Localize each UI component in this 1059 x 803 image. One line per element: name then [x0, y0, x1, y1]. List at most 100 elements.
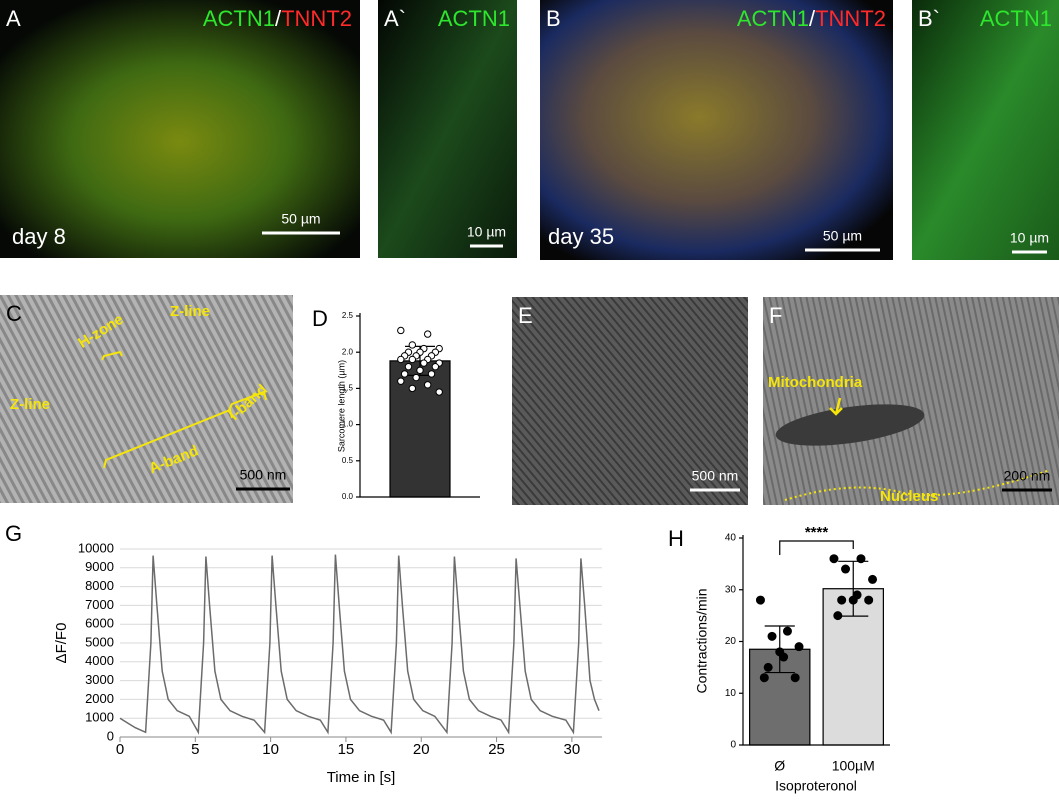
x-tick-label: Ø — [774, 758, 785, 774]
y-tick-label: 4000 — [85, 653, 114, 668]
band-brackets — [101, 350, 267, 469]
stain-name: ACTN1 — [438, 6, 510, 31]
scale-label: 500 nm — [692, 468, 739, 484]
y-tick-label: 20 — [725, 636, 737, 647]
x-tick-label: 10 — [262, 741, 279, 758]
micrograph-a-prime — [378, 0, 517, 258]
x-tick-label: 15 — [338, 741, 355, 758]
scale-label: 50 µm — [823, 228, 862, 244]
data-point — [856, 554, 866, 564]
y-tick-label: 5000 — [85, 634, 114, 649]
data-point — [837, 595, 847, 605]
data-point — [763, 662, 773, 672]
data-point — [782, 626, 792, 636]
data-point — [427, 370, 436, 378]
scale-label: 50 µm — [281, 211, 320, 227]
x-axis-label: Time in [s] — [327, 769, 396, 786]
data-point — [404, 362, 413, 371]
y-tick-label: 10000 — [78, 540, 114, 555]
stain-label: ACTN1 — [438, 6, 510, 31]
axes — [742, 535, 890, 746]
trace — [119, 554, 600, 735]
annotation: Mitochondria — [768, 374, 863, 391]
data-point — [397, 355, 405, 364]
micrograph-b — [540, 0, 893, 260]
scale-label: 500 nm — [240, 467, 287, 483]
x-tick-label: 25 — [488, 741, 505, 758]
data-point — [420, 359, 428, 367]
data-point — [868, 574, 878, 584]
panel-label: B — [546, 6, 561, 31]
x-axis-label: Isoproteronol — [775, 778, 857, 794]
annotation: Nucleus — [880, 488, 938, 505]
data-point — [790, 673, 800, 683]
x-tick-label: 100µM — [832, 758, 875, 774]
scale-label: 200 nm — [1004, 468, 1051, 484]
stain-name: ACTN1 — [737, 6, 809, 31]
stain-name: ACTN1 — [980, 6, 1052, 31]
data-point — [864, 595, 874, 605]
annotation: Z-line — [10, 396, 50, 413]
stain-name: ACTN1 — [203, 6, 275, 31]
y-tick-label: 1.0 — [342, 420, 354, 429]
x-tick-label: 0 — [116, 741, 124, 758]
caption: day 8 — [12, 224, 66, 249]
y-tick-label: 10 — [725, 688, 737, 699]
y-tick-label: 9000 — [85, 559, 114, 574]
data-point — [829, 554, 839, 564]
y-axis-label: ΔF/F0 — [53, 623, 70, 664]
data-point — [848, 595, 858, 605]
stain-name: TNNT2 — [281, 6, 352, 31]
arrow — [829, 397, 843, 416]
stain-name: TNNT2 — [815, 6, 886, 31]
data-point — [833, 611, 843, 621]
x-tick-label: 20 — [413, 741, 430, 758]
x-tick-label: 5 — [191, 741, 199, 758]
micrograph-f — [763, 297, 1059, 505]
micrograph-a — [0, 0, 360, 258]
data-point — [408, 341, 417, 349]
y-tick-label: 1000 — [85, 710, 114, 725]
stain-name: / — [275, 6, 282, 31]
mitochondria-shape — [775, 404, 925, 446]
annotation: Z-line — [170, 303, 210, 320]
data-point — [400, 370, 409, 378]
panel-label: E — [518, 303, 533, 328]
y-tick-label: 3000 — [85, 672, 114, 687]
panel-label: A — [6, 6, 21, 31]
data-point — [412, 373, 420, 382]
y-tick-label: 0.5 — [342, 456, 354, 465]
stain-label: ACTN1/TNNT2 — [203, 6, 352, 31]
panel-label: H — [668, 526, 684, 551]
data-point — [416, 366, 424, 374]
data-point — [423, 330, 432, 338]
data-point — [841, 564, 851, 574]
y-tick-label: 2.5 — [342, 311, 354, 320]
y-tick-label: 30 — [725, 584, 737, 595]
data-point — [423, 381, 432, 389]
x-tick-label: 30 — [564, 741, 581, 758]
data-point — [408, 355, 417, 364]
stain-label: ACTN1/TNNT2 — [737, 6, 886, 31]
panel-label: G — [5, 521, 22, 546]
y-tick-label: 7000 — [85, 597, 114, 612]
y-tick-label: 0 — [107, 728, 114, 743]
data-point — [397, 377, 405, 385]
significance-label: **** — [805, 524, 829, 541]
data-point — [408, 384, 417, 393]
y-axis-label: Contractions/min — [694, 588, 710, 693]
significance-bracket — [779, 540, 854, 555]
data-point — [431, 362, 440, 371]
panel-label: C — [6, 301, 22, 326]
stain-label: ACTN1 — [980, 6, 1052, 31]
y-tick-label: 1.5 — [342, 384, 354, 393]
y-tick-label: 6000 — [85, 616, 114, 631]
y-tick-label: 40 — [725, 533, 737, 544]
y-tick-label: 2.0 — [342, 347, 354, 356]
axes — [359, 313, 480, 498]
panel-label: D — [312, 306, 328, 331]
caption: day 35 — [548, 224, 614, 249]
micrograph-e — [512, 297, 748, 505]
panel-label: A` — [384, 6, 406, 31]
